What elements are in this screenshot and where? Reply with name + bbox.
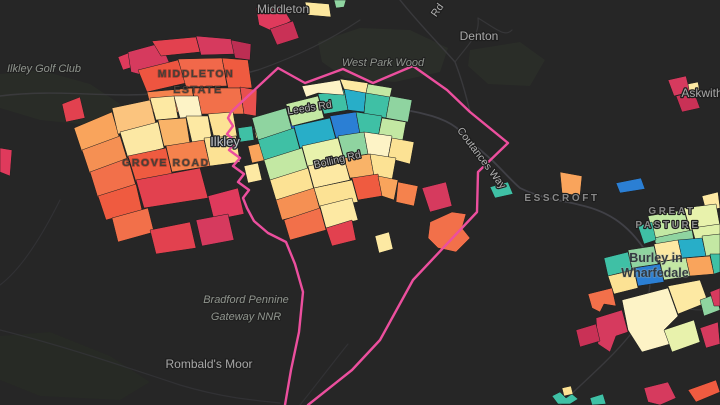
map-parcel	[385, 95, 413, 123]
map-parcel	[377, 175, 399, 201]
map-parcel	[304, 1, 332, 18]
map-parcel	[587, 287, 617, 313]
map-parcel	[643, 381, 677, 405]
map-parcel	[627, 245, 659, 269]
map-parcel	[325, 219, 357, 247]
map-parcel	[301, 79, 345, 98]
label-bradford-pennine-2: Gateway NNR	[211, 311, 281, 323]
map-parcel	[119, 121, 165, 159]
label-middleton-estate-2: ESTATE	[173, 84, 222, 96]
map-parcel	[615, 177, 646, 194]
map-parcel	[387, 137, 415, 165]
map-parcel	[135, 167, 209, 209]
label-grove-road: GROVE ROAD	[122, 157, 210, 169]
map-parcel	[243, 162, 263, 184]
moor-wood-area	[0, 332, 150, 400]
map-parcel	[489, 181, 514, 199]
map-parcel	[675, 91, 701, 113]
road-line	[257, 19, 361, 71]
map-parcel	[195, 213, 235, 247]
label-askwith: Askwith	[681, 86, 720, 100]
label-denton: Denton	[460, 29, 499, 43]
label-rombalds-moor: Rombald's Moor	[166, 357, 253, 371]
map-parcel	[685, 255, 715, 277]
map-parcel	[427, 211, 471, 253]
map-parcel	[221, 57, 253, 89]
map-parcel	[269, 20, 300, 46]
map-parcel	[195, 35, 237, 56]
map-parcel	[709, 253, 720, 275]
road-line	[469, 141, 646, 251]
map-parcel	[559, 171, 583, 197]
label-great-pasture-1: GREAT	[648, 206, 695, 217]
map-parcel	[285, 95, 325, 127]
map-parcel	[237, 125, 255, 143]
map-parcel	[307, 157, 351, 189]
map-parcel	[561, 385, 574, 397]
map-parcel	[575, 323, 601, 348]
label-burley-1: Burley in	[629, 251, 683, 265]
label-great-pasture-2: PASTURE	[635, 220, 700, 231]
map-parcel	[239, 86, 258, 117]
map-parcel	[230, 39, 252, 61]
map-parcel	[595, 309, 629, 353]
road-line	[0, 199, 61, 286]
label-ilkley-golf-club: Ilkley Golf Club	[7, 63, 81, 75]
map-parcel	[365, 83, 393, 98]
map-parcel	[149, 221, 197, 255]
map-parcel	[61, 96, 86, 123]
label-esscroft: ESSCROFT	[524, 193, 599, 204]
map-parcel	[319, 197, 359, 229]
label-middleton-estate-1: MIDDLETON	[158, 68, 235, 80]
road-line	[0, 329, 281, 404]
map-parcel	[157, 117, 191, 147]
map-parcel	[701, 233, 720, 257]
map-parcel	[421, 181, 453, 213]
denton-wood-area	[468, 42, 545, 86]
map-parcel	[333, 0, 347, 9]
map-parcel	[0, 147, 13, 177]
map-parcel	[149, 95, 179, 121]
map-parcel	[683, 203, 720, 231]
label-ilkley: Ilkley	[210, 134, 240, 149]
map-parcel	[687, 379, 720, 403]
label-middleton: Middleton	[257, 2, 309, 16]
label-burley-2: Wharfedale	[621, 266, 688, 280]
label-west-park-wood: West Park Wood	[342, 57, 425, 69]
map-parcel	[589, 393, 607, 405]
map-parcel	[207, 187, 245, 221]
map-parcel	[203, 135, 241, 167]
road-line	[454, 17, 513, 63]
map-parcel	[603, 251, 633, 277]
map-parcel	[709, 287, 720, 307]
map-parcel	[637, 221, 657, 245]
golf-course-area	[0, 70, 120, 126]
map-parcel	[177, 57, 228, 88]
map-parcel	[699, 321, 720, 349]
map-parcel	[283, 207, 327, 241]
map-parcel	[663, 319, 701, 353]
boundary-line	[225, 64, 510, 405]
road-line	[299, 343, 349, 405]
map-parcel	[374, 231, 394, 254]
boundary-layer	[225, 64, 510, 405]
map-parcel	[687, 81, 701, 96]
map-parcel	[551, 391, 579, 405]
label-bradford-pennine-1: Bradford Pennine	[203, 294, 289, 306]
map-parcel	[395, 181, 419, 207]
map-parcel	[633, 263, 665, 287]
